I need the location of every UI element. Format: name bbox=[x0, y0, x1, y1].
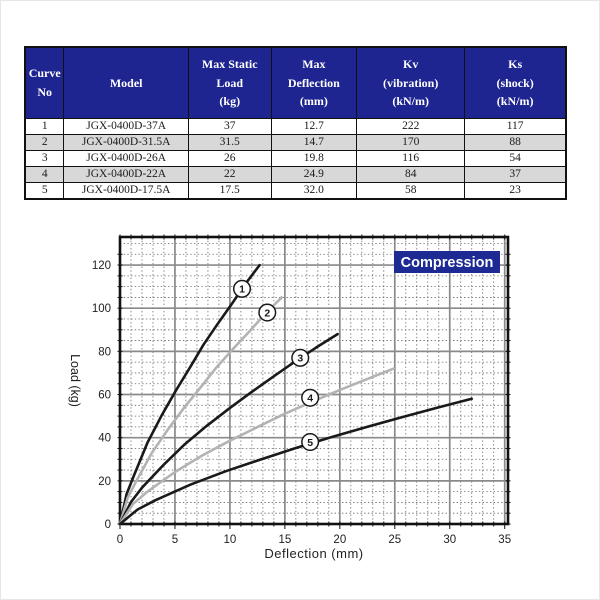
x-tick-label: 0 bbox=[117, 534, 123, 546]
cell-max-static-load: 37 bbox=[187, 118, 272, 135]
y-tick-label: 80 bbox=[98, 346, 111, 358]
cell-model: JGX-0400D-17.5A bbox=[63, 182, 189, 200]
plot-border bbox=[118, 235, 510, 526]
cell-model: JGX-0400D-26A bbox=[63, 150, 189, 167]
cell-max-deflection: 19.8 bbox=[270, 150, 358, 167]
table-row: 1 JGX-0400D-37A 37 12.7 222 117 bbox=[24, 118, 567, 135]
cell-curve-no: 5 bbox=[24, 182, 65, 200]
cell-curve-no: 2 bbox=[24, 134, 65, 151]
y-tick-label: 60 bbox=[98, 390, 111, 402]
table-row: 4 JGX-0400D-22A 22 24.9 84 37 bbox=[24, 166, 567, 183]
axis-ticks bbox=[117, 234, 511, 529]
cell-ks: 23 bbox=[464, 182, 567, 200]
col-header-model: Model bbox=[63, 46, 189, 119]
x-axis-label: Deflection (mm) bbox=[264, 546, 363, 561]
cell-ks: 37 bbox=[464, 166, 567, 183]
curve-number-3: 3 bbox=[297, 353, 303, 365]
cell-curve-no: 1 bbox=[24, 118, 65, 135]
table-row: 5 JGX-0400D-17.5A 17.5 32.0 58 23 bbox=[24, 182, 567, 200]
col-header-max-deflection: Max Deflection (mm) bbox=[270, 46, 358, 119]
col-header-curve-no: Curve No bbox=[24, 46, 65, 119]
compression-badge-label: Compression bbox=[401, 255, 494, 271]
y-tick-label: 40 bbox=[98, 433, 111, 445]
curve-number-1: 1 bbox=[239, 284, 245, 296]
curve-2 bbox=[118, 296, 283, 526]
curve-4 bbox=[118, 367, 395, 526]
y-tick-label: 120 bbox=[92, 260, 111, 272]
cell-max-static-load: 31.5 bbox=[187, 134, 272, 151]
cell-kv: 170 bbox=[356, 134, 466, 151]
cell-kv: 84 bbox=[356, 166, 466, 183]
col-header-kv-vibration: Kv (vibration) (kN/m) bbox=[356, 46, 466, 119]
table-body: 1 JGX-0400D-37A 37 12.7 222 117 2 JGX-04… bbox=[24, 118, 567, 200]
major-grid bbox=[120, 237, 508, 524]
compression-chart-area: 1 2 3 4 5 Compression 0 5 10 15 20 25 30 35 0 20 40 60 80 1… bbox=[51, 226, 526, 571]
col-header-max-static-load: Max Static Load (kg) bbox=[187, 46, 272, 119]
y-axis-label: Load (kg) bbox=[68, 354, 82, 407]
col-header-model-label: Model bbox=[109, 75, 143, 90]
col-header-ks-shock: Ks (shock) (kN/m) bbox=[464, 46, 567, 119]
y-tick-label: 100 bbox=[92, 303, 111, 315]
col-header-curve-no-label: Curve No bbox=[28, 66, 61, 99]
table-row: 3 JGX-0400D-26A 26 19.8 116 54 bbox=[24, 150, 567, 167]
curve-marker-4 bbox=[301, 388, 320, 407]
x-tick-label: 25 bbox=[388, 534, 401, 546]
cell-max-deflection: 24.9 bbox=[270, 166, 358, 183]
cell-kv: 116 bbox=[356, 150, 466, 167]
curve-number-2: 2 bbox=[264, 307, 270, 319]
cell-model: JGX-0400D-37A bbox=[63, 118, 189, 135]
compression-badge bbox=[394, 251, 500, 273]
col-header-kv-vibration-label: Kv (vibration) (kN/m) bbox=[383, 57, 439, 109]
col-header-max-static-load-label: Max Static Load (kg) bbox=[201, 57, 258, 109]
col-header-max-deflection-label: Max Deflection (mm) bbox=[287, 57, 340, 109]
cell-max-deflection: 14.7 bbox=[270, 134, 358, 151]
curve-marker-1 bbox=[232, 279, 252, 298]
cell-max-static-load: 22 bbox=[187, 166, 272, 183]
cell-curve-no: 4 bbox=[24, 166, 65, 183]
curve-marker-3 bbox=[291, 348, 310, 367]
cell-max-deflection: 32.0 bbox=[270, 182, 358, 200]
table-header: Curve No Model Max Static Load (kg) Max … bbox=[24, 46, 567, 119]
table-row: 2 JGX-0400D-31.5A 31.5 14.7 170 88 bbox=[24, 134, 567, 151]
cell-model: JGX-0400D-31.5A bbox=[63, 134, 189, 151]
x-tick-label: 5 bbox=[172, 534, 178, 546]
cell-ks: 88 bbox=[464, 134, 567, 151]
col-header-ks-shock-label: Ks (shock) (kN/m) bbox=[496, 57, 534, 109]
cell-max-static-load: 26 bbox=[187, 150, 272, 167]
x-tick-label: 15 bbox=[278, 534, 291, 546]
x-tick-label: 30 bbox=[443, 534, 456, 546]
x-tick-label: 10 bbox=[224, 534, 237, 546]
x-tick-label: 35 bbox=[498, 534, 511, 546]
y-tick-label: 20 bbox=[98, 476, 111, 488]
cell-kv: 58 bbox=[356, 182, 466, 200]
curve-marker-5 bbox=[301, 432, 320, 452]
curve-1 bbox=[118, 263, 261, 526]
compression-chart: 1 2 3 4 5 Compression 0 5 10 15 20 25 30 35 0 20 40 60 80 1… bbox=[68, 234, 511, 561]
x-tick-label: 20 bbox=[333, 534, 346, 546]
spring-spec-table: Curve No Model Max Static Load (kg) Max … bbox=[24, 46, 567, 200]
cell-model: JGX-0400D-22A bbox=[63, 166, 189, 183]
curve-number-5: 5 bbox=[307, 437, 313, 449]
cell-ks: 117 bbox=[464, 118, 567, 135]
cell-max-deflection: 12.7 bbox=[270, 118, 358, 135]
curve-5 bbox=[118, 397, 473, 526]
curve-number-4: 4 bbox=[307, 393, 313, 405]
cell-kv: 222 bbox=[356, 118, 466, 135]
curve-marker-2 bbox=[258, 303, 277, 322]
y-tick-label: 0 bbox=[105, 519, 111, 531]
cell-ks: 54 bbox=[464, 150, 567, 167]
cell-curve-no: 3 bbox=[24, 150, 65, 167]
cell-max-static-load: 17.5 bbox=[187, 182, 272, 200]
